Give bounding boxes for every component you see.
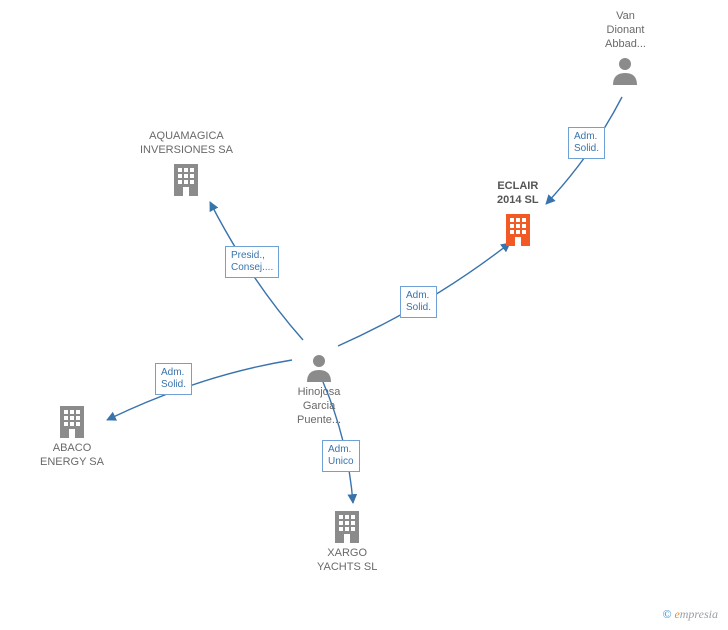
edge-label-hinojosa-abaco: Adm. Solid. [155, 363, 192, 395]
person-icon [605, 55, 646, 85]
building-icon [40, 404, 104, 438]
node-label-van_dionant: Van Dionant Abbad... [605, 10, 646, 51]
building-icon [140, 162, 233, 196]
edge-label-hinojosa-eclair: Adm. Solid. [400, 286, 437, 318]
node-label-hinojosa: Hinojosa Garcia Puente... [297, 386, 341, 427]
node-hinojosa[interactable]: Hinojosa Garcia Puente... [297, 348, 341, 427]
node-aquamagica[interactable]: AQUAMAGICA INVERSIONES SA [140, 130, 233, 196]
building-icon [317, 509, 377, 543]
watermark: © empresia [662, 607, 718, 622]
node-abaco[interactable]: ABACO ENERGY SA [40, 400, 104, 470]
person-icon [297, 352, 341, 382]
edge-label-hinojosa-xargo: Adm. Unico [322, 440, 360, 472]
watermark-brand-rest: mpresia [680, 607, 718, 621]
node-label-eclair: ECLAIR 2014 SL [497, 180, 539, 208]
edge-label-van_dionant-eclair: Adm. Solid. [568, 127, 605, 159]
watermark-copyright: © [662, 607, 671, 621]
node-xargo[interactable]: XARGO YACHTS SL [317, 505, 377, 575]
edge-label-hinojosa-aquamagica: Presid., Consej.... [225, 246, 279, 278]
node-label-aquamagica: AQUAMAGICA INVERSIONES SA [140, 130, 233, 158]
node-label-xargo: XARGO YACHTS SL [317, 547, 377, 575]
node-label-abaco: ABACO ENERGY SA [40, 442, 104, 470]
node-eclair[interactable]: ECLAIR 2014 SL [497, 180, 539, 246]
building-icon [497, 212, 539, 246]
edge-hinojosa-abaco [107, 360, 292, 420]
node-van_dionant[interactable]: Van Dionant Abbad... [605, 10, 646, 85]
